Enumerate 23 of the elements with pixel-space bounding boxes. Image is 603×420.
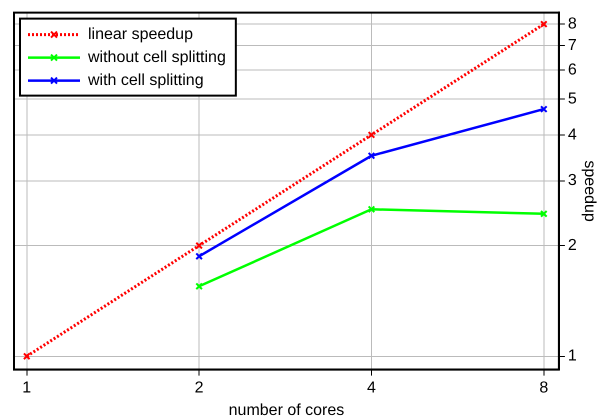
y-tick-label: 7 <box>568 36 577 54</box>
point <box>368 205 376 214</box>
y-tick-label: 8 <box>568 16 577 33</box>
legend-label: without cell splitting <box>87 49 226 66</box>
point <box>368 152 376 160</box>
legend-label: with cell splitting <box>87 72 204 90</box>
x-axis-title: number of cores <box>228 402 344 419</box>
point <box>22 352 31 360</box>
y-tick-label: 6 <box>568 62 577 79</box>
y-tick-label: 4 <box>568 126 577 144</box>
y-tick-label: 3 <box>568 172 577 190</box>
y-tick-label: 5 <box>568 90 577 108</box>
y-tick-label: 1 <box>568 348 577 365</box>
x-tick-label: 1 <box>22 380 32 397</box>
x-tick-label: 4 <box>367 380 376 397</box>
x-tick-label: 8 <box>539 380 548 397</box>
point <box>368 131 376 139</box>
point <box>540 20 548 28</box>
y-axis-title: speedup <box>580 160 598 222</box>
point <box>195 242 203 250</box>
y-tick-label: 2 <box>568 236 577 254</box>
x-tick-label: 2 <box>194 380 204 397</box>
legend-label: linear speedup <box>88 26 194 44</box>
